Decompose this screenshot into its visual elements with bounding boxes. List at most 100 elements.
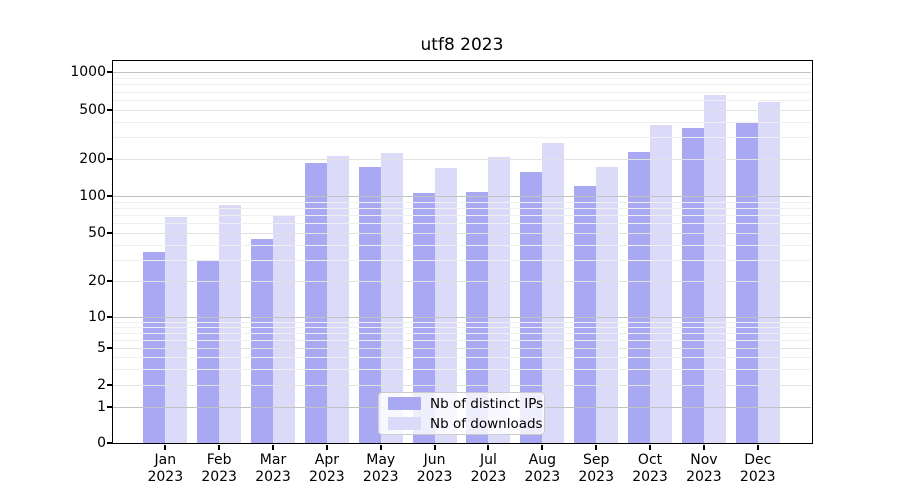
minor-gridline-y-6 [113, 340, 811, 341]
bar-nb-of-downloads-sep [596, 167, 619, 443]
y-tick-1000 [107, 71, 112, 73]
bar-nb-of-distinct-ips-jan [143, 251, 166, 443]
y-tick-0 [107, 442, 112, 444]
gridline-y-100 [113, 196, 811, 197]
x-tick-dec [756, 444, 759, 450]
x-tick-oct [649, 444, 652, 450]
y-tick-2 [107, 384, 112, 386]
minor-gridline-y-40 [113, 245, 811, 246]
legend-item-distinct-ips: Nb of distinct IPs [388, 396, 543, 412]
y-tick-1 [107, 406, 112, 408]
minor-gridline-y-7 [113, 333, 811, 334]
x-tick-may [379, 444, 382, 450]
x-tick-label-may: May 2023 [362, 452, 399, 485]
gridline-y-200 [113, 159, 811, 160]
minor-gridline-y-80 [113, 208, 811, 209]
x-tick-apr [325, 444, 328, 450]
legend-swatch-downloads [388, 417, 421, 430]
bar-nb-of-distinct-ips-feb [197, 259, 220, 443]
y-tick-label-50: 50 [88, 225, 106, 241]
bar-nb-of-downloads-jan [165, 216, 188, 443]
x-tick-label-jan: Jan 2023 [147, 452, 184, 485]
y-tick-label-10: 10 [88, 309, 106, 325]
bar-nb-of-distinct-ips-sep [574, 186, 597, 443]
bar-nb-of-downloads-apr [326, 156, 349, 443]
bar-nb-of-distinct-ips-nov [681, 127, 704, 443]
gridline-y-1000 [113, 72, 811, 73]
y-tick-50 [107, 232, 112, 234]
y-tick-label-200: 200 [79, 151, 106, 167]
bar-nb-of-downloads-nov [703, 94, 726, 443]
x-tick-label-mar: Mar 2023 [255, 452, 291, 485]
bar-nb-of-distinct-ips-may [358, 167, 381, 443]
bar-nb-of-downloads-jul [488, 157, 511, 443]
x-tick-aug [541, 444, 544, 450]
y-tick-label-100: 100 [79, 188, 106, 204]
minor-gridline-y-300 [113, 137, 811, 138]
y-tick-200 [107, 158, 112, 160]
gridline-y-500 [113, 110, 811, 111]
x-tick-jul [487, 444, 490, 450]
minor-gridline-y-90 [113, 202, 811, 203]
minor-gridline-y-60 [113, 223, 811, 224]
x-tick-label-oct: Oct 2023 [632, 452, 668, 485]
gridline-y-10 [113, 317, 811, 318]
minor-gridline-y-4 [113, 357, 811, 358]
x-tick-jan [164, 444, 167, 450]
bar-nb-of-downloads-mar [273, 215, 296, 443]
y-tick-5 [107, 347, 112, 349]
bar-nb-of-downloads-aug [542, 142, 565, 443]
minor-gridline-y-400 [113, 122, 811, 123]
x-tick-feb [218, 444, 221, 450]
y-tick-label-500: 500 [79, 102, 106, 118]
minor-gridline-y-700 [113, 92, 811, 93]
bar-nb-of-distinct-ips-aug [520, 171, 543, 443]
y-tick-label-2: 2 [97, 377, 106, 393]
minor-gridline-y-8 [113, 327, 811, 328]
minor-gridline-y-800 [113, 84, 811, 85]
bar-nb-of-downloads-jun [434, 167, 457, 443]
bar-nb-of-downloads-may [380, 153, 403, 443]
minor-gridline-y-3 [113, 369, 811, 370]
y-tick-label-1000: 1000 [70, 64, 106, 80]
minor-gridline-y-600 [113, 100, 811, 101]
x-tick-mar [272, 444, 275, 450]
y-tick-label-20: 20 [88, 273, 106, 289]
bar-nb-of-distinct-ips-jun [412, 193, 435, 443]
x-tick-sep [595, 444, 598, 450]
x-tick-label-dec: Dec 2023 [739, 452, 776, 485]
bar-nb-of-distinct-ips-dec [735, 121, 758, 443]
y-tick-label-1: 1 [97, 399, 106, 415]
gridline-y-20 [113, 281, 811, 282]
gridline-y-5 [113, 348, 811, 349]
x-tick-label-sep: Sep 2023 [578, 452, 614, 485]
y-tick-500 [107, 109, 112, 111]
y-tick-label-5: 5 [97, 340, 106, 356]
gridline-y-50 [113, 233, 811, 234]
chart-title: utf8 2023 [420, 35, 504, 55]
bar-nb-of-downloads-feb [219, 204, 242, 443]
y-tick-10 [107, 316, 112, 318]
legend-item-downloads: Nb of downloads [388, 416, 543, 432]
minor-gridline-y-9 [113, 322, 811, 323]
x-tick-label-aug: Aug 2023 [524, 452, 561, 485]
x-tick-label-jun: Jun 2023 [416, 452, 453, 485]
x-tick-label-apr: Apr 2023 [309, 452, 345, 485]
gridline-y-2 [113, 385, 811, 386]
minor-gridline-y-70 [113, 215, 811, 216]
x-tick-nov [702, 444, 705, 450]
bar-nb-of-downloads-oct [650, 124, 673, 443]
bar-nb-of-downloads-dec [757, 101, 780, 443]
bar-nb-of-distinct-ips-apr [304, 163, 327, 443]
y-tick-label-0: 0 [97, 435, 106, 451]
legend: Nb of distinct IPs Nb of downloads [378, 392, 545, 435]
y-tick-100 [107, 195, 112, 197]
legend-swatch-distinct-ips [388, 397, 421, 410]
x-tick-label-nov: Nov 2023 [686, 452, 722, 485]
legend-label-distinct-ips: Nb of distinct IPs [430, 395, 544, 412]
y-tick-20 [107, 280, 112, 282]
legend-label-downloads: Nb of downloads [430, 415, 543, 432]
minor-gridline-y-30 [113, 260, 811, 261]
x-tick-label-jul: Jul 2023 [470, 452, 507, 485]
